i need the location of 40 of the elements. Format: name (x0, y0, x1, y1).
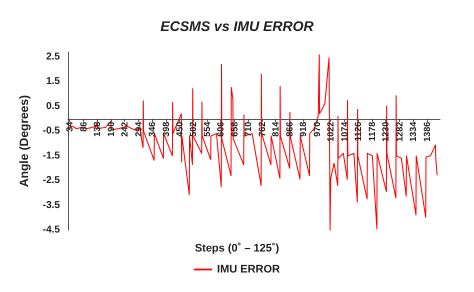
x-tick-label: 710 (243, 122, 254, 137)
x-tick-label: 1022 (326, 122, 336, 142)
y-tick-label: 2.5 (46, 51, 60, 62)
x-tick-label: 1282 (394, 122, 404, 142)
line-series (68, 54, 438, 230)
chart-title: ECSMS vs IMU ERROR (160, 18, 315, 34)
x-tick-label: 1386 (422, 122, 432, 142)
x-axis-title: Steps (0˚ – 125˚) (194, 242, 280, 254)
x-tick-label: 398 (160, 122, 171, 137)
legend-label: IMU ERROR (217, 264, 280, 276)
x-tick-label: 606 (216, 122, 226, 137)
x-tick-label: 190 (106, 122, 116, 137)
y-tick-label: 0.5 (46, 100, 60, 112)
x-tick-label: 554 (202, 122, 212, 137)
x-tick-label: 502 (188, 122, 198, 137)
x-tick-label: 1178 (366, 122, 377, 142)
x-tick-label: 346 (147, 122, 158, 137)
y-tick-label: -1.5 (42, 150, 60, 162)
x-tick-label: 242 (120, 122, 130, 137)
x-tick-label: 918 (298, 122, 308, 137)
y-axis-title: Angle (Degrees) (17, 94, 31, 188)
x-tick-label: 294 (133, 122, 144, 137)
x-tick-label: 970 (312, 122, 322, 137)
x-tick-label: 762 (256, 122, 267, 137)
x-tick-label: 34 (64, 122, 75, 132)
x-tick-label: 658 (229, 122, 240, 137)
x-tick-label: 86 (78, 122, 88, 132)
y-tick-label: -2.5 (42, 175, 60, 186)
y-tick-label: -3.5 (42, 200, 60, 211)
x-tick-label: 866 (284, 122, 294, 137)
x-tick-label: 1334 (408, 122, 418, 142)
x-tick-label: 1074 (339, 122, 350, 142)
x-tick-label: 1126 (353, 122, 364, 142)
x-tick-label: 138 (92, 122, 102, 137)
x-tick-label: 450 (174, 122, 184, 137)
x-tick-label: 814 (270, 122, 281, 137)
y-tick-label: 1.5 (46, 76, 60, 88)
y-tick-label: -0.5 (42, 126, 60, 137)
y-tick-label: -4.5 (42, 224, 60, 236)
x-tick-label: 1230 (380, 122, 391, 142)
